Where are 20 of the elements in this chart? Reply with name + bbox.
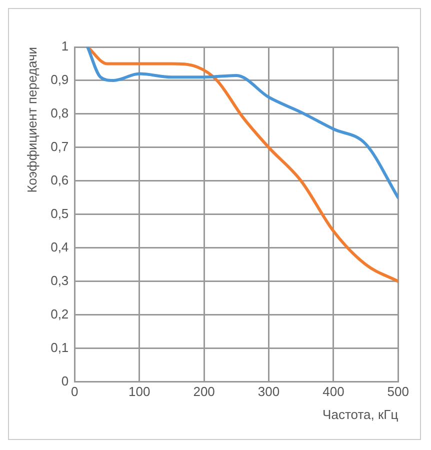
x-tick-label: 300 <box>258 384 280 400</box>
x-tick-label: 100 <box>128 384 150 400</box>
x-axis-title: Частота, кГц <box>322 406 399 422</box>
y-tick-label: 0,2 <box>50 306 69 322</box>
y-tick-label: 0,9 <box>50 72 69 88</box>
x-tick-label: 0 <box>71 384 78 400</box>
y-tick-label: 0,1 <box>50 340 69 355</box>
x-tick-label: 400 <box>322 384 344 400</box>
y-tick-label: 0,4 <box>50 239 69 254</box>
y-tick-label: 0,3 <box>50 272 69 288</box>
line-series <box>86 47 398 200</box>
y-tick-label: 0 <box>61 373 69 388</box>
y-axis-title: Коэффициент передачи <box>24 47 40 193</box>
y-tick-label: 0,7 <box>50 139 69 154</box>
y-tick-label: 0,8 <box>50 106 69 121</box>
y-tick-label: 1 <box>61 38 69 54</box>
x-tick-label: 500 <box>387 384 410 400</box>
y-tick-label: 0,5 <box>50 206 69 221</box>
y-tick-label: 0,6 <box>50 172 69 188</box>
x-tick-label: 200 <box>193 384 215 400</box>
